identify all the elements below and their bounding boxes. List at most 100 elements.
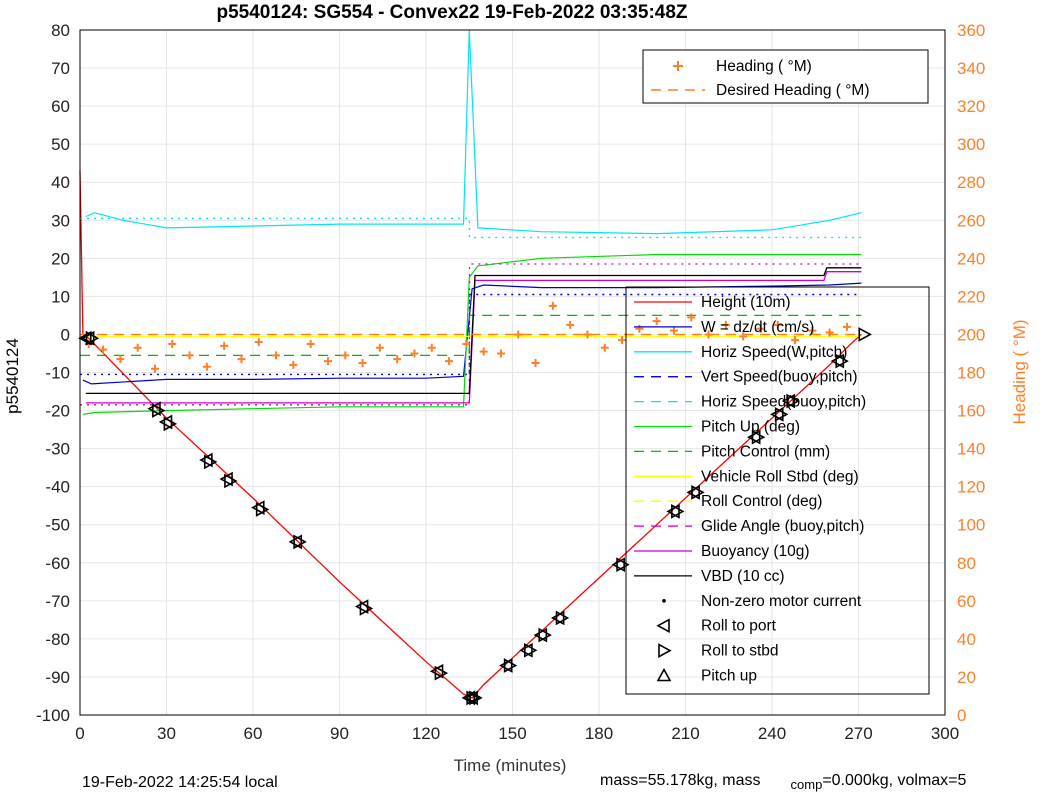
x-tick-label: 30 [157,724,176,743]
x-axis-label: Time (minutes) [454,756,567,775]
roll-to-port-marker [770,407,784,422]
legend-main-label: Horiz Speed(buoy,pitch) [701,394,866,411]
roll-to-stbd-marker [835,353,849,369]
y-tick-label: -70 [45,592,70,611]
y2-tick-label: 140 [957,440,985,459]
roll-to-port-marker [747,429,761,445]
heading-point [583,330,592,339]
roll-to-stbd-marker [616,557,630,573]
legend-main-label: Vehicle Roll Stbd (deg) [701,468,859,485]
roll-to-port-marker [611,557,625,573]
markers-layer [78,301,872,706]
heading-point [427,343,436,352]
legend-dot-swatch [662,599,666,603]
heading-point [842,322,851,331]
roll-to-port-marker [550,610,565,626]
heading-point [618,336,627,345]
x-tick-label: 90 [330,724,349,743]
heading-point [652,317,661,326]
legend-main-label: W = dz/dt (cm/s) [701,319,814,336]
legend-triangle-swatch [658,643,672,658]
y2-tick-label: 220 [957,287,985,306]
heading-point [773,320,782,329]
legend-main-label: Pitch Control (mm) [701,443,830,460]
y-tick-label: -90 [45,668,70,687]
heading-point [220,341,229,350]
y2-tick-label: 40 [957,630,976,649]
roll-to-stbd-marker [203,454,218,470]
y-tick-label: -20 [45,402,70,421]
roll-to-stbd-marker [434,665,449,681]
legend-main-label: Roll to stbd [701,643,779,660]
heading-point [237,355,246,364]
roll-to-stbd-marker [691,485,705,500]
plot-frame [79,29,946,716]
footer-mass: mass=55.178kg, mass comp=0.000kg, volmax=… [600,772,966,792]
legend-heading-swatch [673,61,683,71]
heading-point [272,351,281,360]
heading-point [254,338,263,347]
roll-to-stbd-marker [555,610,570,626]
heading-point [358,358,367,367]
legend-main-label: Pitch up [701,668,757,685]
heading-point [99,345,108,354]
roll-to-stbd-marker [85,330,100,346]
y-tick-label: -10 [45,364,70,383]
y-tick-label: 10 [51,287,70,306]
legend-main-label: Glide Angle (buoy,pitch) [701,518,864,535]
legend-main-label: Roll Control (deg) [701,493,822,510]
heading-point [566,320,575,329]
heading-point [150,364,159,373]
y-tick-label: 50 [51,135,70,154]
legend-main-label: Buoyancy (10g) [701,543,810,560]
heading-point [323,357,332,366]
x-tick-label: 240 [758,724,786,743]
x-tick-label: 270 [844,724,872,743]
legend-main-label: Pitch Up (deg) [701,419,800,436]
y2-tick-label: 260 [957,211,985,230]
y2-tick-label: 120 [957,478,985,497]
legend-main-label: VBD (10 cc) [701,568,785,585]
heading-point [133,343,142,352]
x-tick-label: 210 [671,724,699,743]
roll-to-port-marker [80,330,95,346]
y-tick-label: 70 [51,59,70,78]
legend-top-label: Desired Heading ( °M) [716,82,870,99]
roll-to-port-marker [830,353,845,369]
footer-mass-text: mass=55.178kg, mass [600,772,761,789]
series-buoyancy-10g [85,271,862,404]
heading-point [669,326,678,335]
heading-point [739,332,748,341]
legend-main-label: Vert Speed(buoy,pitch) [701,369,858,386]
roll-to-port-marker [781,393,796,409]
heading-point [410,349,419,358]
series-horiz-speed-w-pitch [85,29,862,235]
y2-tick-label: 20 [957,668,976,687]
roll-to-stbd-marker [671,504,685,519]
y-axis-label: p5540124 [3,338,22,414]
heading-point [635,324,644,333]
heading-point [185,351,194,360]
x-tick-labels: 0 30 60 90 120 150 180 210 240 270 300 [75,724,959,743]
heading-point [496,349,505,358]
y-tick-label: 0 [61,325,70,344]
roll-to-port-marker [519,642,533,658]
y2-tick-label: 0 [957,706,966,725]
roll-to-stbd-marker [524,642,538,658]
x-tick-label: 300 [931,724,959,743]
heading-point [825,328,834,337]
heading-point [756,324,765,333]
roll-to-port-marker [461,690,476,706]
y2-tick-label: 360 [957,21,985,40]
series-pitch-up-deg [82,253,862,415]
y-tick-label: -40 [45,478,70,497]
heading-point [462,339,471,348]
roll-to-stbd-marker [152,403,166,418]
heading-point [600,343,609,352]
roll-to-port-marker [533,627,548,643]
y-tick-labels: 80 70 60 50 40 30 20 10 0 -10 -20 -30 -40 -50 -60 -70 -8… [36,21,70,725]
x-tick-label: 150 [498,724,526,743]
y2-tick-label: 200 [957,325,985,344]
heading-point [375,343,384,352]
